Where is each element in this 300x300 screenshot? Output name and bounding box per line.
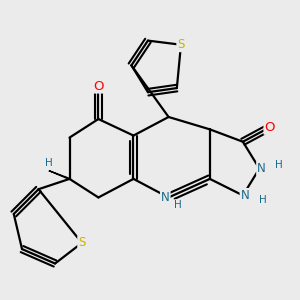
Text: S: S <box>78 236 85 249</box>
Text: H: H <box>174 200 182 210</box>
Text: N: N <box>241 189 249 202</box>
Text: S: S <box>177 38 184 51</box>
Text: N: N <box>161 191 170 204</box>
Text: H: H <box>259 194 267 205</box>
Text: N: N <box>257 162 266 175</box>
Text: H: H <box>45 158 53 168</box>
Text: O: O <box>93 80 104 92</box>
Polygon shape <box>49 171 71 179</box>
Text: O: O <box>265 121 275 134</box>
Text: H: H <box>275 160 283 170</box>
